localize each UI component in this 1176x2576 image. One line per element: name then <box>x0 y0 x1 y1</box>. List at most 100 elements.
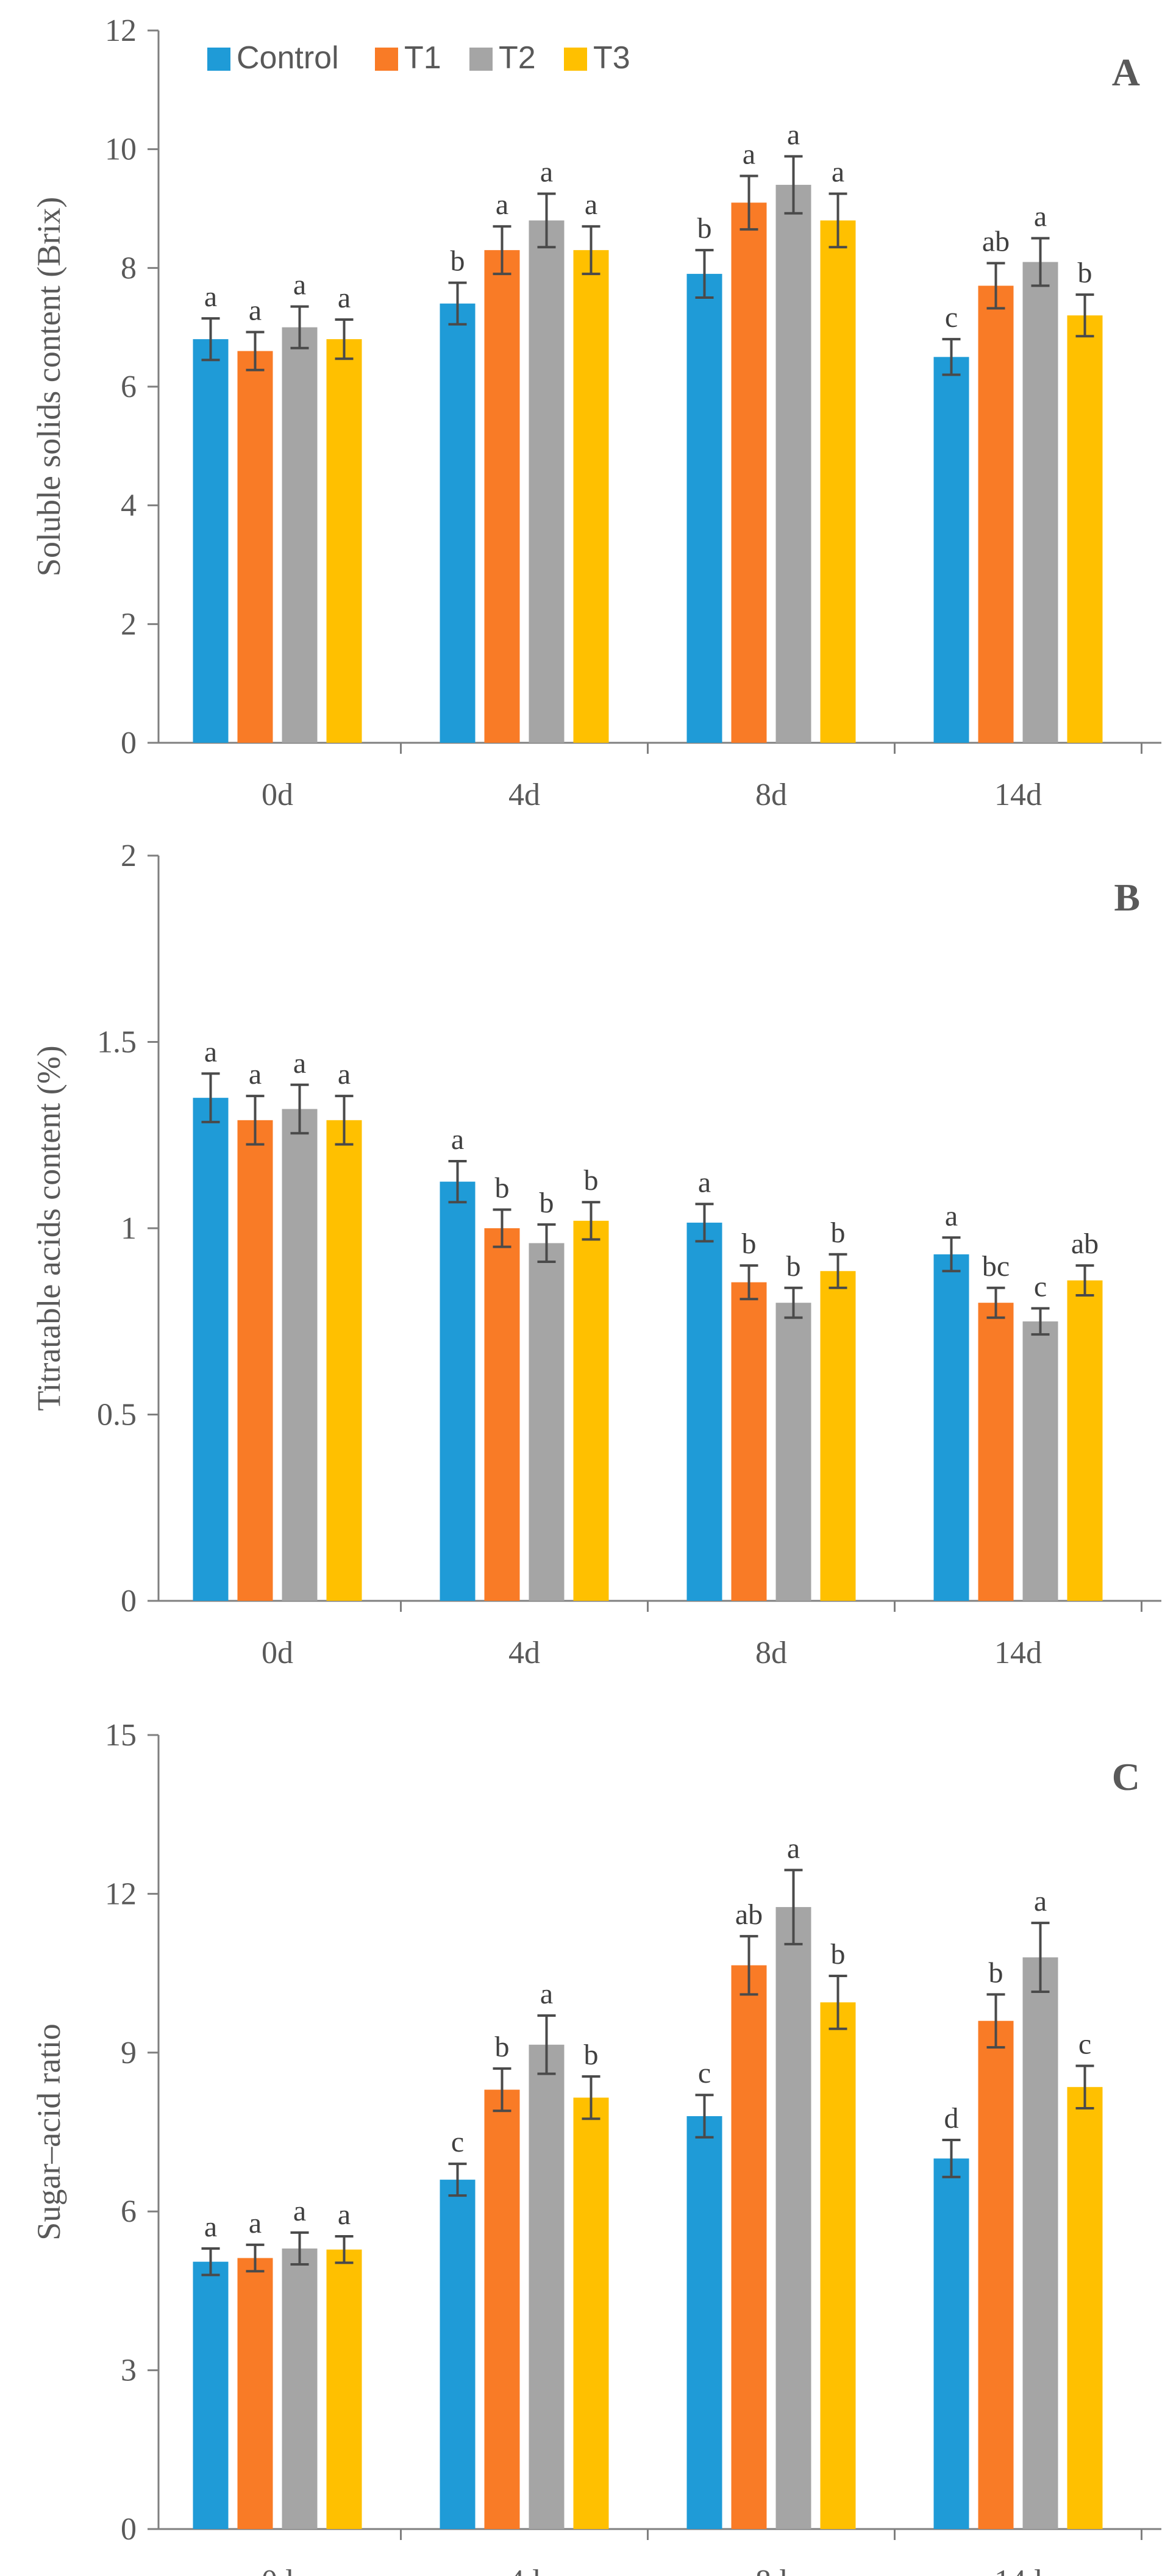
y-axis-title: Titratable acids content (%) <box>30 1045 67 1411</box>
significance-letter: a <box>338 2199 351 2231</box>
bar-control-8d <box>686 274 722 743</box>
y-tick-label: 6 <box>121 370 137 404</box>
significance-letter: a <box>496 188 508 221</box>
significance-letter: a <box>1034 201 1047 233</box>
x-tick-label: 0d <box>262 1636 293 1670</box>
legend-swatch-control <box>207 48 230 71</box>
bar-t3-8d <box>820 2002 856 2529</box>
panel-label-b: B <box>1114 876 1140 919</box>
x-tick-label: 0d <box>262 2564 293 2576</box>
panel-a: 0 2 4 6 8 10 12 0d 4d 8d 14d Soluble solids content… <box>30 13 1161 812</box>
legend-swatch-t2 <box>469 48 493 71</box>
significance-letter: a <box>787 1832 800 1864</box>
x-tick-label: 8d <box>755 2564 787 2576</box>
x-tick-label: 0d <box>262 778 293 812</box>
bar-t3-8d <box>820 1271 856 1601</box>
y-tick-label: 2 <box>121 607 137 642</box>
y-tick-label: 0 <box>121 2512 137 2547</box>
bar-t1-14d <box>978 1303 1014 1601</box>
bar-t2-14d <box>1022 1321 1058 1601</box>
x-tick-label: 8d <box>755 1636 787 1670</box>
bar-t3-0d <box>326 1120 362 1601</box>
significance-letter: ab <box>735 1898 763 1931</box>
bar-t2-4d <box>529 2044 565 2529</box>
panel-b: 0 0.5 1 1.5 2 0d 4d 8d 14d Titratable acids conte… <box>30 839 1161 1670</box>
bar-t1-4d <box>484 250 520 743</box>
significance-letter: b <box>495 2031 510 2063</box>
significance-letter: b <box>584 1164 599 1197</box>
bar-t2-14d <box>1022 1957 1058 2529</box>
bar-t1-8d <box>731 1282 767 1601</box>
bar-t2-0d <box>282 2248 318 2529</box>
significance-letter: ab <box>982 226 1010 258</box>
bar-t2-4d <box>529 1243 565 1601</box>
x-tick-label: 14d <box>994 2564 1042 2576</box>
significance-letter: b <box>831 1217 846 1249</box>
bar-t2-8d <box>775 185 811 743</box>
bar-t3-4d <box>573 1220 609 1601</box>
bar-t1-0d <box>237 351 273 743</box>
significance-letter: ab <box>1071 1228 1099 1260</box>
bar-control-8d <box>686 1222 722 1601</box>
significance-letter: a <box>451 1123 464 1156</box>
significance-letter: c <box>945 301 958 334</box>
bar-t1-8d <box>731 1965 767 2529</box>
significance-letter: b <box>584 2039 599 2071</box>
bar-t3-4d <box>573 2097 609 2529</box>
bar-t2-8d <box>775 1303 811 1601</box>
significance-letter: a <box>293 269 306 301</box>
bar-control-4d <box>440 1181 476 1601</box>
x-tick-label: 4d <box>508 1636 540 1670</box>
bar-control-14d <box>933 2158 969 2529</box>
significance-letter: a <box>540 1978 553 2010</box>
significance-letter: a <box>832 156 844 188</box>
significance-letter: c <box>1034 1270 1047 1303</box>
bar-t1-14d <box>978 2020 1014 2529</box>
significance-letter: a <box>293 1047 306 1079</box>
y-tick-label: 0 <box>121 726 137 760</box>
significance-letter: a <box>540 156 553 188</box>
y-tick-label: 0.5 <box>97 1398 137 1433</box>
significance-letter: a <box>787 118 800 151</box>
bar-control-0d <box>193 339 229 743</box>
y-tick-label: 9 <box>121 2036 137 2070</box>
significance-letter: d <box>944 2102 959 2134</box>
bar-control-0d <box>193 2261 229 2529</box>
bar-t3-14d <box>1067 315 1103 743</box>
x-tick-label: 4d <box>508 2564 540 2576</box>
legend-label-t2: T2 <box>499 40 536 76</box>
legend-swatch-t3 <box>564 48 587 71</box>
bar-control-0d <box>193 1098 229 1601</box>
legend-label-control: Control <box>237 40 339 76</box>
significance-letter: bc <box>982 1250 1010 1283</box>
significance-letter: b <box>697 212 712 245</box>
panel-label-a: A <box>1112 51 1140 94</box>
significance-letter: a <box>698 1166 711 1198</box>
y-axis-title: Soluble solids content (Brix) <box>30 197 67 576</box>
significance-letter: a <box>338 1058 351 1090</box>
bar-t1-8d <box>731 202 767 743</box>
legend-label-t1: T1 <box>404 40 441 76</box>
significance-letter: a <box>945 1200 958 1232</box>
bar-control-4d <box>440 2180 476 2529</box>
significance-letter: b <box>451 245 465 277</box>
bar-t3-8d <box>820 220 856 743</box>
significance-letter: c <box>698 2057 711 2089</box>
bar-t2-4d <box>529 220 565 743</box>
bar-t2-0d <box>282 327 318 743</box>
significance-letter: a <box>585 188 597 221</box>
bar-t3-0d <box>326 2249 362 2529</box>
bar-t1-0d <box>237 1120 273 1601</box>
bar-t2-8d <box>775 1907 811 2529</box>
significance-letter: b <box>540 1187 554 1219</box>
significance-letter: b <box>1078 257 1092 289</box>
y-tick-label: 0 <box>121 1584 137 1619</box>
panel-label-c: C <box>1112 1755 1140 1798</box>
significance-letter: a <box>204 1036 217 1068</box>
bar-t1-4d <box>484 1228 520 1601</box>
significance-letter: a <box>204 2211 217 2243</box>
significance-letter: b <box>831 1938 846 1970</box>
bar-t3-4d <box>573 250 609 743</box>
x-tick-label: 8d <box>755 778 787 812</box>
significance-letter: b <box>786 1250 801 1283</box>
